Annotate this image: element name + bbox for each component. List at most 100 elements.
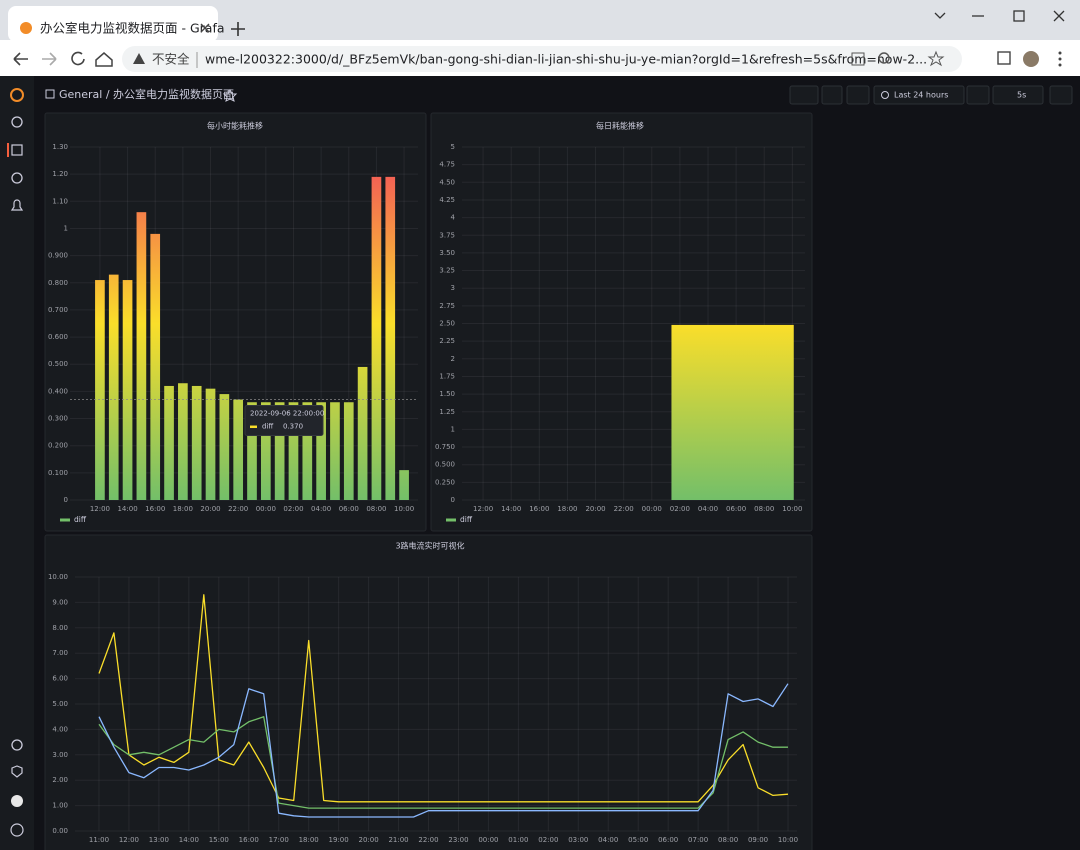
- x-tick-label: 03:00: [568, 836, 588, 844]
- bar: [150, 233, 161, 500]
- star-icon[interactable]: [222, 88, 238, 102]
- y-tick-label: 0.00: [52, 827, 68, 835]
- tab-title: 办公室电力监视数据页面 - Grafa: [40, 21, 225, 36]
- y-tick-label: 10.00: [48, 573, 68, 581]
- settings-icon[interactable]: [11, 739, 23, 751]
- side-panel[interactable]: [997, 51, 1011, 65]
- bar: [247, 402, 257, 500]
- tooltip: [244, 405, 324, 437]
- y-tick-label: 1.00: [52, 802, 68, 810]
- clock-icon: [881, 91, 889, 99]
- bar: [274, 402, 285, 500]
- dashboard-icon: [45, 89, 55, 99]
- y-tick-label: 4: [451, 214, 456, 222]
- tab[interactable]: [8, 6, 218, 42]
- y-tick-label: 5.00: [52, 700, 68, 708]
- y-tick-label: 0.700: [48, 306, 68, 314]
- translate-icon[interactable]: [851, 52, 865, 66]
- x-tick-label: 08:00: [718, 836, 738, 844]
- add-panel[interactable]: [789, 85, 819, 105]
- y-tick-label: 2.00: [52, 776, 68, 784]
- y-tick-label: 0.400: [48, 387, 68, 395]
- zoom-out[interactable]: [966, 85, 990, 105]
- tooltip-time: 2022-09-06 22:00:00: [250, 410, 324, 418]
- y-tick-label: 9.00: [52, 598, 68, 606]
- back-button[interactable]: [13, 52, 28, 66]
- bar: [219, 394, 230, 500]
- y-tick-label: 4.75: [439, 161, 455, 169]
- x-tick-label: 20:00: [358, 836, 378, 844]
- x-tick-label: 18:00: [299, 836, 319, 844]
- bar: [343, 402, 354, 500]
- forward-button[interactable]: [42, 52, 57, 66]
- bar: [260, 402, 271, 500]
- y-tick-label: 5: [451, 143, 455, 151]
- time-picker[interactable]: [873, 85, 965, 105]
- y-tick-label: 7.00: [52, 649, 68, 657]
- zoom-icon[interactable]: [878, 52, 890, 64]
- grafana-logo[interactable]: [10, 88, 24, 102]
- panel-title: 每小时能耗推移: [207, 121, 263, 131]
- y-tick-label: 1.30: [52, 143, 68, 151]
- user-avatar[interactable]: [11, 795, 23, 807]
- legend-label: diff: [74, 515, 87, 524]
- reload-button[interactable]: [71, 51, 85, 66]
- x-tick-label: 00:00: [642, 505, 662, 513]
- explore-icon[interactable]: [11, 172, 23, 184]
- bookmark-icon[interactable]: [927, 50, 945, 67]
- x-tick-label: 08:00: [754, 505, 774, 513]
- refresh-picker[interactable]: [992, 85, 1044, 105]
- y-tick-label: 1: [451, 425, 455, 433]
- bar: [399, 470, 409, 500]
- x-tick-label: 01:00: [508, 836, 528, 844]
- y-tick-label: 4.50: [439, 178, 455, 186]
- maximize[interactable]: [1013, 10, 1025, 22]
- y-tick-label: 6.00: [52, 675, 68, 683]
- time-range: Last 24 hours: [894, 91, 948, 100]
- y-tick-label: 3.75: [439, 231, 455, 239]
- y-tick-label: 0.300: [48, 415, 68, 423]
- help-icon[interactable]: [10, 823, 24, 837]
- series-line: [98, 594, 789, 803]
- breadcrumb[interactable]: General / 办公室电力监视数据页面: [59, 87, 234, 101]
- home-button[interactable]: [95, 52, 113, 67]
- panel-title: 3路电流实时可视化: [395, 541, 464, 551]
- y-tick-label: 0.900: [48, 252, 68, 260]
- save[interactable]: [821, 85, 843, 105]
- bar: [95, 280, 105, 500]
- y-tick-label: 2.50: [439, 320, 455, 328]
- x-tick-label: 14:00: [501, 505, 521, 513]
- close-window[interactable]: [1053, 10, 1065, 22]
- y-tick-label: 1.20: [52, 170, 68, 178]
- omnibox[interactable]: [122, 46, 962, 72]
- x-tick-label: 17:00: [269, 836, 289, 844]
- profile[interactable]: [1023, 51, 1039, 67]
- alerting-icon[interactable]: [10, 199, 24, 211]
- dashboards-icon[interactable]: [11, 144, 23, 156]
- search-icon[interactable]: [11, 116, 23, 128]
- legend-swatch: [60, 518, 70, 522]
- menu[interactable]: [1058, 51, 1062, 55]
- admin-icon[interactable]: [11, 765, 23, 778]
- tab-close[interactable]: [200, 23, 210, 33]
- bar: [357, 366, 368, 500]
- bar: [385, 176, 396, 500]
- x-tick-label: 16:00: [529, 505, 549, 513]
- series-line: [98, 716, 788, 809]
- y-tick-label: 0.750: [435, 443, 455, 451]
- x-tick-label: 09:00: [748, 836, 768, 844]
- bar: [191, 385, 202, 500]
- y-tick-label: 3.00: [52, 751, 68, 759]
- x-tick-label: 07:00: [688, 836, 708, 844]
- x-tick-label: 16:00: [239, 836, 259, 844]
- bar: [288, 402, 299, 500]
- favicon: [20, 22, 32, 34]
- new-tab[interactable]: [231, 22, 245, 36]
- settings[interactable]: [846, 85, 870, 105]
- y-tick-label: 1.75: [439, 372, 455, 380]
- tab-search[interactable]: [934, 12, 946, 19]
- x-tick-label: 19:00: [329, 836, 349, 844]
- tv-mode[interactable]: [1049, 85, 1073, 105]
- bar: [164, 385, 174, 500]
- bar: [108, 274, 119, 500]
